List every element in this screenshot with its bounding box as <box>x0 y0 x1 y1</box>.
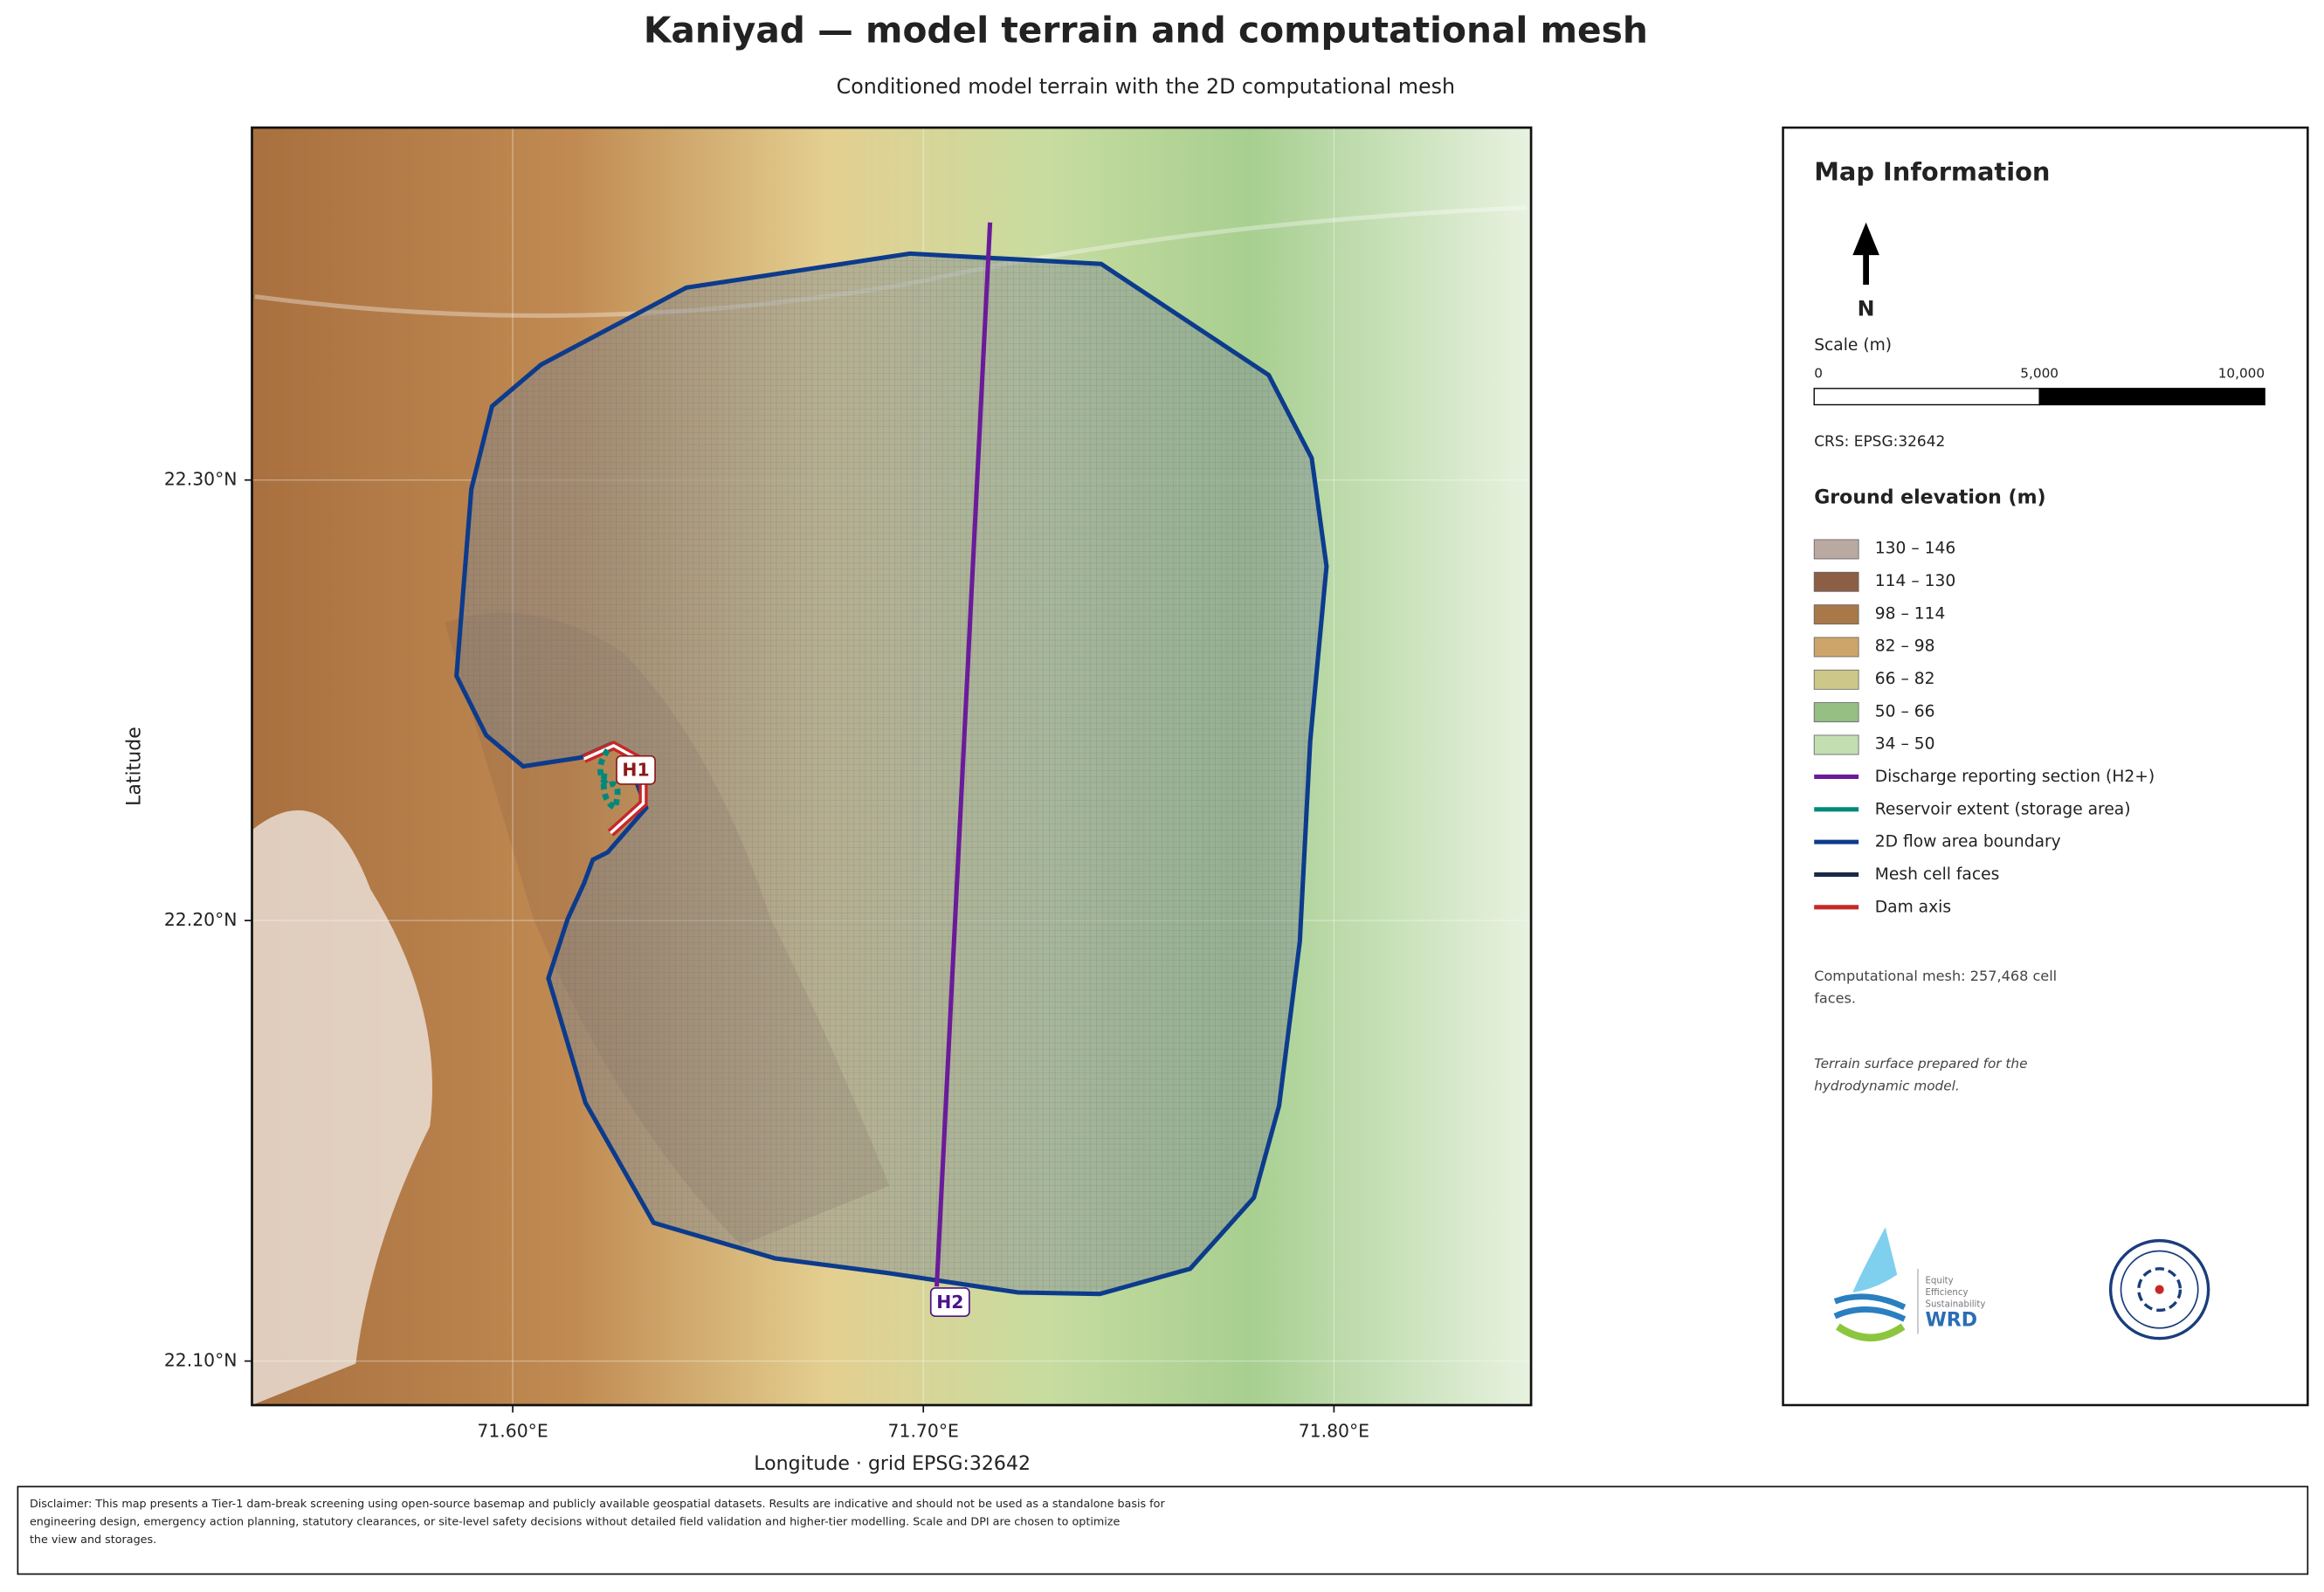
scale-tick-label: 5,000 <box>2020 365 2058 381</box>
y-tick-label: 22.30°N <box>164 469 238 490</box>
panel-title: Map Information <box>1814 157 2050 187</box>
title: Kaniyad — model terrain and computationa… <box>644 10 1648 52</box>
discharge-section <box>934 222 993 1287</box>
legend-swatch <box>1813 571 1859 592</box>
legend-label: Reservoir extent (storage area) <box>1875 800 2131 818</box>
legend-title: Ground elevation (m) <box>1814 486 2045 508</box>
reservoir-extent <box>597 748 621 813</box>
map: H1 H2 71.60°E 71.70°E 71.80°E 22.30°N 22.20°… <box>123 126 1533 1475</box>
legend-label: 130 – 146 <box>1875 540 1955 558</box>
logo-text: Equity <box>1925 1276 1953 1285</box>
legend-label: 114 – 130 <box>1875 572 1955 590</box>
mesh-note: faces. <box>1814 989 1856 1006</box>
mesh-note: Computational mesh: 257,468 cell <box>1814 968 2057 984</box>
x-tick-label: 71.60°E <box>477 1421 548 1442</box>
legend-label: 2D flow area boundary <box>1875 833 2061 851</box>
y-tick-label: 22.20°N <box>164 909 238 930</box>
legend-swatch <box>1813 604 1859 625</box>
flow-area-boundary <box>454 251 1329 1297</box>
scale-segment <box>1813 388 2040 406</box>
subtitle: Conditioned model terrain with the 2D co… <box>837 74 1455 99</box>
terrain-note: hydrodynamic model. <box>1814 1079 1960 1094</box>
legend-label: 34 – 50 <box>1875 735 1935 754</box>
legend-label: Discharge reporting section (H2+) <box>1875 768 2155 786</box>
legend-swatch <box>1813 734 1859 755</box>
map-frame <box>251 126 1533 1407</box>
disclaimer: the view and storages. <box>30 1533 156 1546</box>
legend-swatch <box>1813 637 1859 658</box>
north-arrow <box>1852 222 1879 286</box>
disclaimer-box <box>17 1485 2309 1575</box>
scale-segment <box>2038 388 2265 406</box>
y-tick-label: 22.10°N <box>164 1350 238 1371</box>
dam-label-box <box>616 755 656 785</box>
dam-label: H1 <box>622 760 649 781</box>
legend-label: Dam axis <box>1875 898 1951 916</box>
wrd-logo: Equity Efficiency Sustainability WRD <box>1833 1227 1985 1342</box>
logo-text: Efficiency <box>1925 1288 1968 1298</box>
disclaimer: Disclaimer: This map presents a Tier-1 d… <box>30 1497 1166 1510</box>
legend-swatch <box>1813 539 1859 560</box>
crs: CRS: EPSG:32642 <box>1814 433 1945 451</box>
legend-label: 82 – 98 <box>1875 637 1935 656</box>
info-panel: Map Information N Scale (m) 0 5,000 10,000… <box>1782 126 2309 1407</box>
scale-tick-label: 10,000 <box>2218 365 2265 381</box>
logo-text: WRD <box>1925 1309 1977 1331</box>
terrain-high <box>252 810 432 1405</box>
x-axis-label: Longitude · grid EPSG:32642 <box>754 1453 1031 1475</box>
terrain-note: Terrain surface prepared for the <box>1814 1056 2027 1072</box>
legend-label: 66 – 82 <box>1875 670 1935 688</box>
seal-logo <box>2108 1238 2210 1340</box>
legend-label: Mesh cell faces <box>1875 865 2000 884</box>
legend-swatch <box>1813 702 1859 723</box>
legend-label: 98 – 114 <box>1875 604 1946 623</box>
legend-swatch <box>1813 669 1859 690</box>
north-label: N <box>1858 296 1875 320</box>
section-label-box <box>929 1287 970 1318</box>
scale-tick-label: 0 <box>1814 365 1823 381</box>
section-label: H2 <box>936 1292 963 1313</box>
y-axis-label: Latitude <box>123 727 145 806</box>
x-tick-label: 71.70°E <box>888 1421 959 1442</box>
logo-text: Sustainability <box>1925 1300 1985 1310</box>
disclaimer: engineering design, emergency action pla… <box>30 1515 1121 1528</box>
scale-label: Scale (m) <box>1814 336 1892 355</box>
panel-frame <box>1782 126 2309 1407</box>
legend-label: 50 – 66 <box>1875 702 1935 720</box>
x-tick-label: 71.80°E <box>1299 1421 1369 1442</box>
